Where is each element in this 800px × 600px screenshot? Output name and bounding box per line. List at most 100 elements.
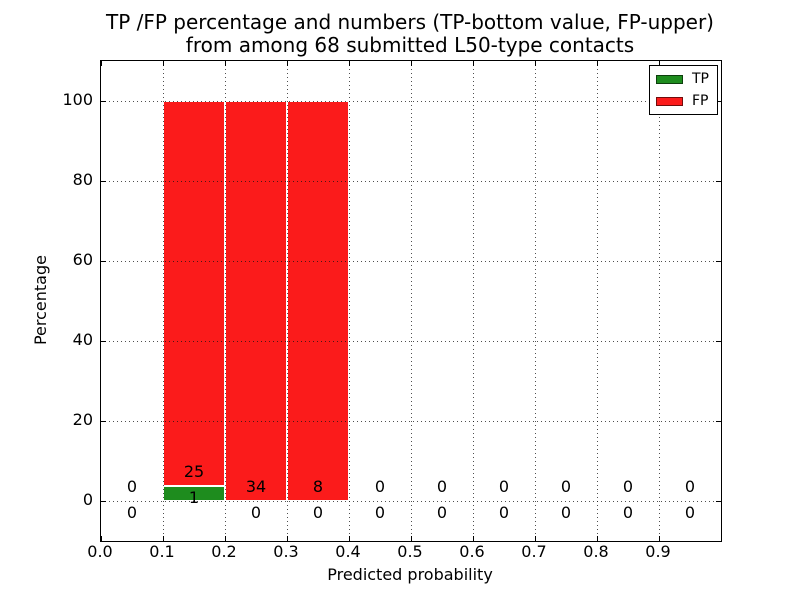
tp-count-label: 0 bbox=[498, 503, 510, 522]
gridline-horizontal bbox=[101, 261, 721, 262]
tp-count-label: 1 bbox=[188, 487, 200, 507]
gridline-vertical bbox=[287, 61, 288, 541]
fp-bar bbox=[225, 101, 287, 501]
tp-count-label: 0 bbox=[622, 503, 634, 522]
x-tick-mark bbox=[225, 61, 226, 66]
chart-title-line2: from among 68 submitted L50-type contact… bbox=[185, 33, 635, 57]
gridline-vertical bbox=[659, 61, 660, 541]
y-tick-mark bbox=[716, 101, 721, 102]
fp-count-label: 0 bbox=[560, 477, 572, 496]
x-tick-label: 0.6 bbox=[459, 542, 485, 561]
gridline-vertical bbox=[535, 61, 536, 541]
legend-label: FP bbox=[692, 93, 709, 109]
gridline-vertical bbox=[411, 61, 412, 541]
legend-row: TP bbox=[656, 72, 709, 86]
x-tick-label: 0.5 bbox=[397, 542, 423, 561]
fp-bar bbox=[163, 101, 225, 486]
gridline-horizontal bbox=[101, 341, 721, 342]
x-tick-mark bbox=[597, 536, 598, 541]
plot-area: TP FP 0 0 25 1 34 0 8 0 0 0 0 0 0 0 0 0 0 0 0 0 bbox=[100, 60, 722, 542]
y-tick-mark bbox=[101, 181, 106, 182]
gridline-vertical bbox=[349, 61, 350, 541]
y-tick-mark bbox=[101, 101, 106, 102]
fp-count-label: 0 bbox=[374, 477, 386, 496]
legend-label: TP bbox=[692, 71, 709, 87]
fp-count-label: 0 bbox=[684, 477, 696, 496]
tp-count-label: 0 bbox=[374, 503, 386, 522]
x-tick-label: 0.7 bbox=[521, 542, 547, 561]
x-tick-mark bbox=[535, 61, 536, 66]
gridline-vertical bbox=[225, 61, 226, 541]
x-tick-mark bbox=[163, 536, 164, 541]
gridline-vertical bbox=[473, 61, 474, 541]
x-tick-mark bbox=[473, 536, 474, 541]
y-tick-mark bbox=[101, 261, 106, 262]
y-tick-label: 60 bbox=[72, 250, 93, 269]
fp-bar bbox=[287, 101, 349, 501]
y-tick-mark bbox=[716, 501, 721, 502]
tp-count-label: 0 bbox=[250, 503, 262, 522]
x-tick-mark bbox=[659, 536, 660, 541]
x-tick-mark bbox=[287, 536, 288, 541]
fp-count-label: 0 bbox=[126, 477, 138, 496]
tp-count-label: 0 bbox=[560, 503, 572, 522]
x-tick-mark bbox=[163, 61, 164, 66]
legend: TP FP bbox=[649, 65, 718, 115]
x-axis-label: Predicted probability bbox=[327, 565, 493, 584]
x-tick-mark bbox=[101, 536, 102, 541]
fp-count-label: 8 bbox=[312, 477, 324, 496]
tp-count-label: 0 bbox=[312, 503, 324, 522]
x-tick-mark bbox=[225, 536, 226, 541]
chart-title-line1: TP /FP percentage and numbers (TP-bottom… bbox=[106, 10, 714, 34]
x-tick-label: 0.1 bbox=[149, 542, 175, 561]
gridline-vertical bbox=[163, 61, 164, 541]
fp-count-label: 34 bbox=[245, 477, 267, 496]
fp-count-label: 0 bbox=[498, 477, 510, 496]
x-tick-mark bbox=[287, 61, 288, 66]
y-tick-label: 100 bbox=[62, 90, 93, 109]
y-tick-mark bbox=[716, 181, 721, 182]
x-tick-label: 0.0 bbox=[87, 542, 113, 561]
fp-count-label: 25 bbox=[183, 461, 205, 481]
x-tick-label: 0.9 bbox=[645, 542, 671, 561]
y-tick-mark bbox=[716, 341, 721, 342]
fp-count-label: 0 bbox=[622, 477, 634, 496]
x-tick-mark bbox=[659, 61, 660, 66]
x-tick-label: 0.3 bbox=[273, 542, 299, 561]
chart-title: TP /FP percentage and numbers (TP-bottom… bbox=[100, 11, 720, 57]
legend-row: FP bbox=[656, 94, 709, 108]
x-tick-mark bbox=[349, 536, 350, 541]
x-tick-mark bbox=[535, 536, 536, 541]
tp-count-label: 0 bbox=[684, 503, 696, 522]
x-tick-label: 0.4 bbox=[335, 542, 361, 561]
y-tick-mark bbox=[101, 501, 106, 502]
y-tick-mark bbox=[716, 421, 721, 422]
y-tick-label: 40 bbox=[72, 330, 93, 349]
x-tick-mark bbox=[349, 61, 350, 66]
y-tick-mark bbox=[101, 341, 106, 342]
gridline-horizontal bbox=[101, 421, 721, 422]
y-tick-mark bbox=[101, 421, 106, 422]
gridline-horizontal bbox=[101, 101, 721, 102]
gridline-horizontal bbox=[101, 181, 721, 182]
tp-count-label: 0 bbox=[436, 503, 448, 522]
gridline-vertical bbox=[597, 61, 598, 541]
x-tick-mark bbox=[411, 536, 412, 541]
gridline-horizontal bbox=[101, 501, 721, 502]
y-tick-mark bbox=[716, 261, 721, 262]
x-tick-mark bbox=[473, 61, 474, 66]
y-tick-label: 0 bbox=[82, 490, 93, 509]
x-tick-mark bbox=[597, 61, 598, 66]
x-tick-label: 0.2 bbox=[211, 542, 237, 561]
x-tick-mark bbox=[101, 61, 102, 66]
y-axis-label: Percentage bbox=[31, 255, 50, 346]
tp-count-label: 0 bbox=[126, 503, 138, 522]
y-tick-label: 80 bbox=[72, 170, 93, 189]
x-tick-mark bbox=[411, 61, 412, 66]
x-tick-label: 0.8 bbox=[583, 542, 609, 561]
tp-legend-swatch bbox=[656, 74, 683, 84]
fp-legend-swatch bbox=[656, 96, 683, 106]
y-tick-label: 20 bbox=[72, 410, 93, 429]
fp-count-label: 0 bbox=[436, 477, 448, 496]
